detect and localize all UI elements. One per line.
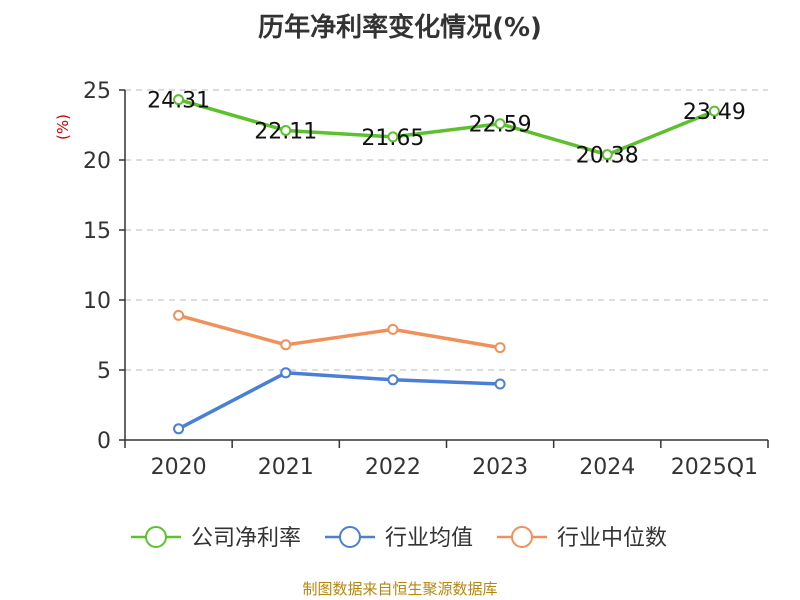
- series-0-point-2020: [173, 94, 185, 106]
- series-2-point-2020: [173, 309, 185, 321]
- legend-label-1: 行业均值: [385, 526, 473, 551]
- series-0-point-2022: [387, 131, 399, 143]
- y-axis-unit: (%): [54, 114, 72, 140]
- series-2-point-2023: [494, 342, 506, 354]
- series-line-1: [177, 371, 501, 431]
- data-label-2020: 24.31: [147, 89, 210, 114]
- grid-layer: [125, 89, 768, 371]
- legend-marker-2: [511, 526, 533, 548]
- x-tick-label-2023: 2023: [472, 455, 528, 480]
- x-tick-label-2021: 2021: [258, 455, 314, 480]
- y-tick-label-0: 0: [97, 429, 111, 454]
- legend-label-0: 公司净利率: [191, 526, 301, 551]
- legend-marker-0: [145, 526, 167, 548]
- series-2-point-2021: [280, 339, 292, 351]
- legend-marker-1: [339, 526, 361, 548]
- x-tick-label-2022: 2022: [365, 455, 421, 480]
- data-label-2021: 22.11: [254, 119, 317, 144]
- y-tick-label-10: 10: [83, 289, 111, 314]
- data-label-2024: 20.38: [576, 144, 639, 169]
- series-layer: [173, 94, 720, 435]
- series-0-point-2025Q1: [708, 105, 720, 117]
- y-tick-label-5: 5: [97, 359, 111, 384]
- series-line-0: [178, 97, 716, 157]
- series-1-point-2022: [387, 374, 399, 386]
- y-tick-label-15: 15: [83, 219, 111, 244]
- series-0-point-2023: [494, 118, 506, 130]
- x-tick-label-2020: 2020: [151, 455, 207, 480]
- series-1-point-2023: [494, 378, 506, 390]
- data-label-2022: 21.65: [361, 126, 424, 151]
- x-tick-label-2024: 2024: [579, 455, 635, 480]
- x-tick-label-2025Q1: 2025Q1: [671, 455, 758, 480]
- y-tick-label-20: 20: [83, 149, 111, 174]
- data-source-note: 制图数据来自恒生聚源数据库: [302, 580, 497, 598]
- legend: 公司净利率 行业均值 行业中位数: [131, 526, 667, 551]
- data-label-layer: 24.31 22.11 21.65 22.59 20.38 23.49: [147, 89, 746, 169]
- series-0-point-2024: [601, 149, 613, 161]
- axis-layer: 0 5 10 15 20 25 2020 2021 2022 2023 2024 2025Q1: [83, 79, 769, 480]
- legend-label-2: 行业中位数: [557, 526, 667, 551]
- series-1-point-2021: [280, 367, 292, 379]
- chart-title: 历年净利率变化情况(%): [258, 12, 542, 43]
- data-label-2025Q1: 23.49: [683, 100, 746, 125]
- series-2-point-2022: [387, 323, 399, 335]
- series-line-2: [178, 313, 501, 350]
- y-tick-label-25: 25: [83, 79, 111, 104]
- series-1-point-2020: [173, 423, 185, 435]
- data-label-2023: 22.59: [469, 113, 532, 138]
- series-0-point-2021: [280, 124, 292, 136]
